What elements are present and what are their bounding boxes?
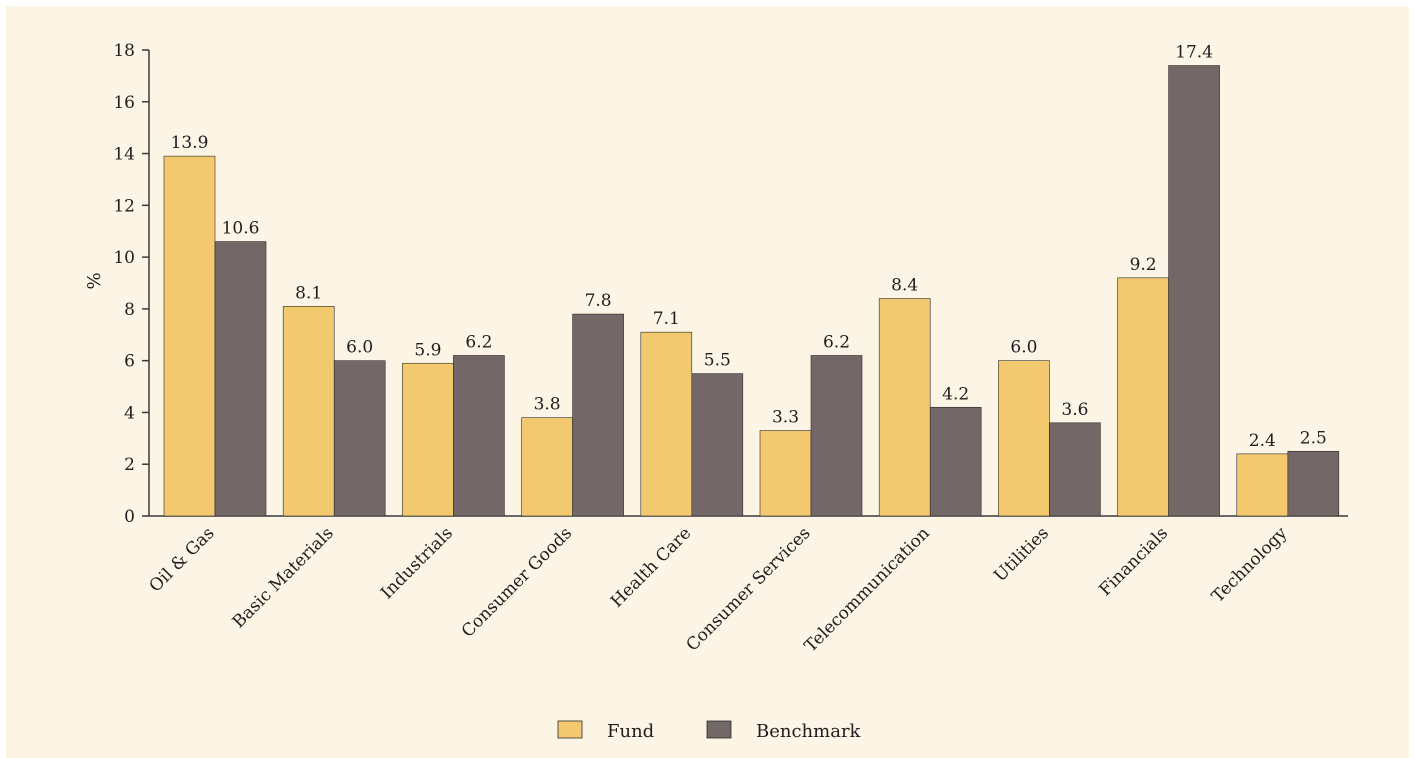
data-label-benchmark: 3.6	[1061, 400, 1088, 420]
data-label-benchmark: 6.0	[346, 338, 373, 358]
legend-label-fund: Fund	[607, 721, 654, 742]
y-tick-label: 8	[124, 300, 135, 320]
data-label-benchmark: 17.4	[1175, 43, 1213, 63]
bar-benchmark	[453, 355, 505, 517]
data-label-fund: 6.0	[1010, 338, 1037, 358]
data-label-fund: 2.4	[1249, 431, 1276, 451]
bar-benchmark	[1287, 450, 1340, 517]
data-label-fund: 7.1	[653, 309, 680, 329]
legend-label-benchmark: Benchmark	[756, 721, 862, 742]
data-label-fund: 5.9	[414, 340, 441, 360]
bar-fund	[402, 362, 454, 517]
data-label-fund: 9.2	[1130, 255, 1157, 275]
data-label-fund: 3.8	[534, 395, 561, 415]
y-tick-label: 0	[124, 507, 135, 527]
category-label: Industrials	[377, 523, 457, 603]
category-label: Utilities	[990, 523, 1053, 586]
bar-fund	[640, 331, 693, 517]
data-label-fund: 13.9	[171, 133, 209, 153]
bar-fund	[1117, 277, 1169, 517]
data-label-benchmark: 10.6	[222, 219, 260, 239]
category-label: Basic Materials	[229, 523, 338, 632]
category-label: Consumer Goods	[458, 523, 576, 641]
y-tick-label: 4	[124, 403, 135, 423]
data-label-benchmark: 4.2	[942, 384, 969, 404]
bar-benchmark	[810, 355, 863, 517]
category-label: Health Care	[607, 523, 695, 611]
y-tick-label: 16	[113, 93, 135, 113]
data-label-benchmark: 5.5	[704, 351, 731, 371]
bar-fund	[282, 305, 335, 517]
data-label-benchmark: 7.8	[585, 291, 612, 311]
bar-benchmark	[691, 373, 744, 517]
y-tick-label: 2	[124, 455, 135, 475]
bar-fund	[998, 360, 1050, 517]
legend: Fund Benchmark	[557, 720, 862, 742]
legend-swatch-fund	[557, 720, 583, 739]
data-labels: 13.9 8.1 5.9 3.8 7.1 3.3 8.4 6.0 9.2 2.4 10.6 6.0 6.…	[171, 43, 1327, 451]
category-label: Consumer Services	[682, 523, 814, 655]
data-label-fund: 8.1	[295, 283, 322, 303]
category-label: Technology	[1208, 523, 1292, 607]
legend-swatch-benchmark	[706, 720, 732, 739]
data-label-fund: 3.3	[772, 408, 799, 428]
data-label-benchmark: 6.2	[465, 332, 492, 352]
bar-fund	[759, 430, 812, 517]
category-label: Telecommunication	[801, 523, 934, 656]
data-label-fund: 8.4	[891, 276, 918, 296]
bar-benchmark	[1049, 422, 1101, 517]
bars	[163, 65, 1340, 517]
bar-fund	[521, 417, 573, 517]
bar-fund	[163, 155, 216, 517]
y-ticks: 0 2 4 6 8 10 12 14 16 18	[113, 41, 149, 527]
bar-fund	[1236, 453, 1289, 517]
y-tick-label: 14	[113, 145, 135, 165]
y-tick-label: 6	[124, 352, 135, 372]
bar-fund	[878, 298, 931, 517]
y-axis-label: %	[84, 272, 105, 289]
data-label-benchmark: 2.5	[1300, 428, 1327, 448]
category-label: Financials	[1095, 523, 1172, 600]
bar-benchmark	[1168, 65, 1220, 517]
data-label-benchmark: 6.2	[823, 332, 850, 352]
bar-benchmark	[214, 241, 267, 517]
bar-benchmark	[333, 360, 386, 517]
bar-benchmark	[572, 313, 624, 517]
bar-benchmark	[929, 406, 982, 517]
y-tick-label: 10	[113, 248, 135, 268]
y-tick-label: 18	[113, 41, 135, 61]
category-label: Oil & Gas	[146, 523, 219, 596]
y-tick-label: 12	[113, 196, 135, 216]
category-labels: Oil & Gas Basic Materials Industrials Consu…	[146, 523, 1292, 656]
